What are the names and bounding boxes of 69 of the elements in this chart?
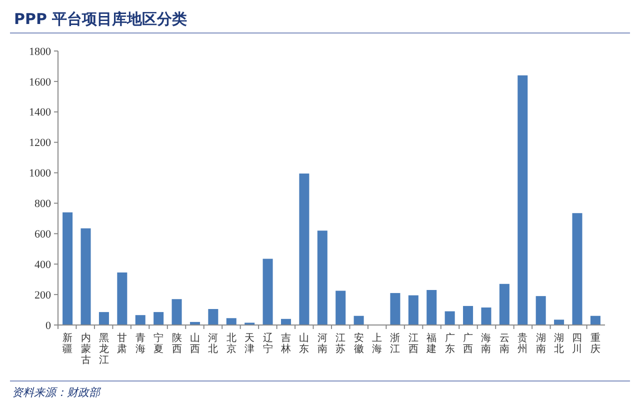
x-tick-label: 云南 (499, 333, 510, 355)
bar (444, 311, 455, 325)
bar (208, 309, 218, 325)
y-tick-label: 1400 (29, 106, 52, 119)
bar (426, 290, 437, 325)
y-tick-label: 0 (46, 320, 52, 332)
bar (499, 284, 510, 325)
bar (481, 307, 492, 325)
bar (135, 315, 146, 325)
x-tick-label: 辽宁 (262, 332, 273, 355)
x-tick-label: 河北 (208, 332, 218, 355)
x-tick-label: 上海 (372, 332, 382, 355)
x-tick-label: 河南 (317, 332, 328, 355)
x-tick-label: 福建 (426, 332, 437, 355)
bar (354, 316, 364, 325)
y-tick-label: 200 (34, 289, 52, 302)
x-tick-label: 江西 (408, 332, 418, 355)
bar (463, 306, 474, 325)
bar (572, 213, 582, 325)
x-tick-label: 广东 (444, 332, 455, 355)
bar (280, 318, 291, 325)
x-tick-label: 甘肃 (117, 332, 128, 355)
y-tick-label: 1200 (29, 137, 52, 150)
x-tick-label: 宁夏 (154, 332, 164, 355)
bar (299, 174, 310, 325)
text: 资料来源：财政部 (12, 386, 102, 399)
y-tick-label: 800 (34, 198, 52, 210)
x-tick-label: 北京 (226, 332, 236, 355)
x-tick-label: 四川 (572, 333, 582, 355)
x-tick-label: 海南 (481, 332, 492, 355)
bar (154, 312, 164, 325)
bar (518, 75, 528, 325)
x-tick-label: 广西 (463, 332, 474, 355)
x-tick-label: 天津 (244, 333, 255, 355)
x-tick-label: 贵州 (518, 332, 528, 355)
bar (554, 320, 564, 325)
bar (336, 290, 346, 325)
bar (536, 296, 546, 325)
y-tick-label: 1800 (29, 46, 52, 58)
bar (98, 312, 109, 325)
bar (408, 295, 418, 325)
x-tick-label: 陕西 (172, 332, 182, 355)
bar (117, 272, 128, 325)
x-tick-label: 重庆 (590, 332, 600, 355)
bar (62, 212, 73, 325)
y-tick-label: 400 (34, 258, 52, 271)
x-tick-label: 江苏 (336, 332, 346, 355)
y-tick-label: 600 (34, 228, 52, 241)
x-tick-label: 内蒙古 (80, 332, 91, 366)
x-tick-label: 新疆 (62, 332, 73, 355)
x-tick-label: 山西 (190, 332, 200, 355)
y-tick-label: 1000 (29, 168, 52, 180)
x-tick-label: 浙江 (390, 332, 400, 355)
x-tick-label: 青海 (135, 332, 146, 355)
bar (590, 316, 600, 325)
x-tick-label: 吉林 (280, 332, 291, 355)
x-tick-label: 湖南 (536, 332, 546, 355)
x-tick-label: 安徽 (354, 332, 364, 355)
x-tick-label: 山东 (299, 332, 310, 355)
y-tick-label: 1600 (29, 76, 52, 88)
bar (172, 299, 182, 325)
x-tick-label: 黑龙江 (98, 333, 109, 366)
chart-title: PPP 平台项目库地区分类 (14, 10, 188, 28)
x-tick-label: 湖北 (554, 332, 564, 355)
bar (80, 228, 91, 325)
bar (390, 293, 400, 325)
bar (262, 258, 273, 325)
bar (317, 230, 328, 325)
bar (226, 318, 236, 325)
